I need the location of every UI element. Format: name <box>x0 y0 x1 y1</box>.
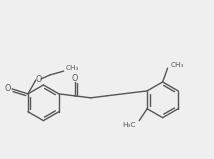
Text: H₃C: H₃C <box>123 122 136 128</box>
Text: CH₃: CH₃ <box>66 65 79 71</box>
Text: O: O <box>5 84 11 93</box>
Text: O: O <box>36 75 42 83</box>
Text: O: O <box>72 73 78 83</box>
Text: CH₃: CH₃ <box>171 62 184 68</box>
